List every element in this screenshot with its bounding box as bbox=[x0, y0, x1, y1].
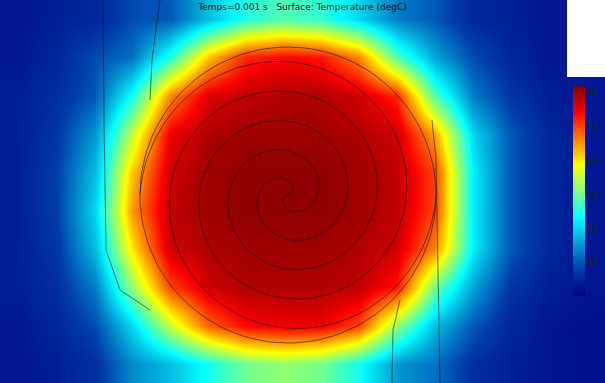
svg-text:40: 40 bbox=[587, 225, 597, 234]
svg-text:Temps=0.001 s Surface: Tempe: Temps=0.001 s Surface: Temperature (degC… bbox=[197, 2, 406, 12]
svg-text:60: 60 bbox=[587, 157, 597, 166]
svg-text:30: 30 bbox=[587, 258, 597, 267]
svg-text:80: 80 bbox=[587, 89, 597, 98]
svg-text:50: 50 bbox=[587, 191, 597, 200]
svg-text:70: 70 bbox=[587, 123, 597, 132]
